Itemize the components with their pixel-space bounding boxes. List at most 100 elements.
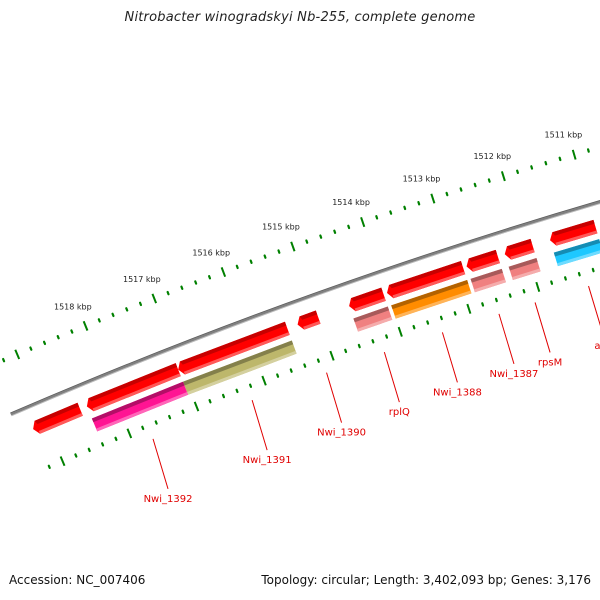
gene-adk: adk bbox=[550, 219, 600, 352]
inner-minor-tick bbox=[439, 315, 443, 321]
cds-arrow-shadow bbox=[468, 249, 497, 262]
outer-minor-tick bbox=[319, 234, 323, 239]
inner-minor-tick bbox=[577, 271, 581, 277]
product-bar-highlight bbox=[473, 279, 506, 293]
backbone-shadow bbox=[10, 200, 600, 415]
outer-minor-tick bbox=[138, 301, 143, 307]
product-bar-highlight bbox=[557, 250, 600, 267]
cds-arrow-highlight bbox=[38, 412, 83, 434]
cds-arrow-shadow bbox=[506, 238, 532, 250]
inner-minor-tick bbox=[303, 363, 307, 368]
inner-major-tick bbox=[466, 303, 472, 314]
inner-minor-tick bbox=[412, 324, 416, 330]
inner-minor-tick bbox=[371, 339, 375, 344]
cds-arrow-shadow bbox=[552, 219, 595, 236]
product-bar bbox=[182, 340, 297, 395]
inner-major-tick bbox=[261, 375, 267, 386]
outer-minor-tick bbox=[166, 290, 170, 296]
gene-label: rplQ bbox=[389, 407, 410, 418]
outer-major-tick bbox=[571, 149, 577, 160]
outer-minor-tick bbox=[417, 200, 421, 206]
inner-minor-tick bbox=[181, 409, 185, 415]
outer-minor-tick bbox=[473, 182, 477, 188]
product-bar-shadow bbox=[508, 258, 538, 271]
product-bar bbox=[353, 306, 393, 332]
outer-minor-tick bbox=[459, 187, 463, 192]
outer-minor-tick bbox=[586, 148, 590, 153]
inner-minor-tick bbox=[564, 276, 567, 281]
inner-minor-tick bbox=[522, 288, 526, 294]
gene-label-leader bbox=[588, 285, 600, 327]
inner-minor-tick bbox=[481, 302, 485, 307]
genome-map-layer: 1511 kbp 1512 kbp 1513 kbp 1514 kbp 1515 kbp… bbox=[2, 130, 600, 505]
cds-arrow-highlight bbox=[92, 373, 181, 412]
outer-minor-tick bbox=[389, 210, 393, 215]
inner-minor-tick bbox=[249, 383, 253, 388]
cds-arrow-highlight bbox=[472, 260, 500, 272]
inner-minor-tick bbox=[168, 414, 172, 420]
cds-arrow-highlight bbox=[354, 297, 386, 312]
gene-label: Nwi_1391 bbox=[243, 455, 292, 466]
inner-minor-tick bbox=[357, 343, 361, 349]
inner-minor-tick bbox=[494, 297, 498, 303]
cds-arrow-shadow bbox=[88, 363, 178, 402]
outer-minor-tick bbox=[516, 169, 519, 175]
inner-minor-tick bbox=[208, 399, 212, 404]
tick-label: 1513 kbp bbox=[403, 175, 441, 184]
outer-minor-tick bbox=[70, 329, 74, 334]
gene-label-leader bbox=[326, 372, 343, 423]
outer-major-tick bbox=[82, 320, 89, 331]
gene-nwi_1387: Nwi_1387 bbox=[466, 249, 538, 380]
gene-partial-gene bbox=[33, 402, 83, 434]
tick-label: 1512 kbp bbox=[473, 152, 511, 161]
product-bar-highlight bbox=[186, 350, 297, 395]
cds-arrow bbox=[33, 402, 83, 434]
outer-minor-tick bbox=[180, 285, 184, 291]
outer-minor-tick bbox=[445, 191, 449, 197]
inner-minor-tick bbox=[550, 280, 554, 285]
product-bar-shadow bbox=[391, 280, 469, 310]
inner-minor-tick bbox=[87, 447, 91, 453]
inner-minor-tick bbox=[221, 393, 226, 399]
gene-nwi_1391: Nwi_1391 bbox=[178, 321, 297, 466]
outer-minor-tick bbox=[111, 312, 115, 318]
cds-arrow-shadow bbox=[34, 402, 80, 424]
product-bar bbox=[508, 258, 541, 281]
inner-minor-tick bbox=[289, 368, 293, 373]
cds-arrow-highlight bbox=[555, 230, 598, 246]
cds-arrow-shadow bbox=[179, 321, 287, 365]
cds-arrow-highlight bbox=[303, 320, 321, 330]
outer-minor-tick bbox=[263, 254, 267, 259]
gene-label-leader bbox=[251, 399, 268, 451]
inner-minor-tick bbox=[235, 388, 239, 394]
outer-minor-tick bbox=[558, 156, 562, 162]
inner-major-tick bbox=[126, 428, 133, 439]
cds-arrow-highlight bbox=[183, 332, 290, 375]
cds-arrow bbox=[386, 260, 466, 299]
tick-label: 1516 kbp bbox=[192, 248, 230, 257]
outer-major-tick bbox=[14, 349, 21, 360]
outer-minor-tick bbox=[208, 275, 212, 280]
outer-major-tick bbox=[220, 266, 227, 278]
outer-minor-tick bbox=[56, 334, 60, 340]
inner-minor-tick bbox=[101, 442, 105, 447]
outer-major-tick bbox=[430, 193, 436, 204]
inner-major-tick bbox=[59, 456, 66, 467]
gene-nwi_1388: Nwi_1388 bbox=[386, 260, 482, 398]
gene-label-leader bbox=[498, 313, 515, 364]
inner-minor-tick bbox=[316, 358, 320, 363]
gene-label-leader bbox=[534, 302, 551, 353]
inner-minor-tick bbox=[114, 436, 118, 442]
inner-minor-tick bbox=[508, 293, 512, 298]
outer-minor-tick bbox=[530, 165, 534, 170]
outer-major-tick bbox=[360, 217, 366, 228]
cds-arrow bbox=[178, 321, 290, 375]
gene-nwi_1392: Nwi_1392 bbox=[86, 363, 192, 505]
product-bar-highlight bbox=[511, 268, 541, 281]
gene-label-leader bbox=[383, 351, 400, 403]
product-bar bbox=[391, 280, 472, 319]
outer-minor-tick bbox=[194, 280, 198, 285]
product-bar-shadow bbox=[470, 268, 503, 283]
outer-minor-tick bbox=[305, 239, 309, 244]
inner-minor-tick bbox=[385, 334, 389, 339]
